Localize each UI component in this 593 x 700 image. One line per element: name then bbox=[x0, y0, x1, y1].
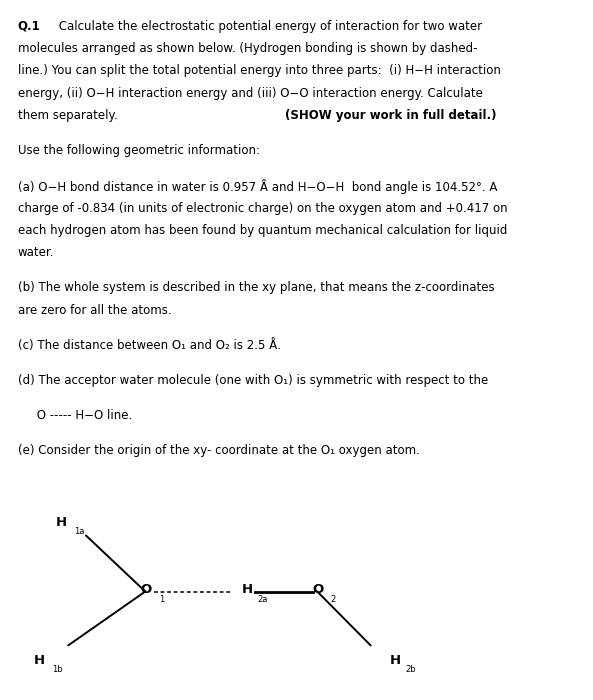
Text: O: O bbox=[313, 583, 324, 596]
Text: (e) Consider the origin of the xy- coordinate at the O₁ oxygen atom.: (e) Consider the origin of the xy- coord… bbox=[18, 444, 420, 457]
Text: are zero for all the atoms.: are zero for all the atoms. bbox=[18, 304, 171, 317]
Text: molecules arranged as shown below. (Hydrogen bonding is shown by dashed-: molecules arranged as shown below. (Hydr… bbox=[18, 42, 477, 55]
Text: water.: water. bbox=[18, 246, 55, 260]
Text: Use the following geometric information:: Use the following geometric information: bbox=[18, 144, 260, 158]
Text: 1a: 1a bbox=[74, 527, 84, 536]
Text: H: H bbox=[34, 654, 45, 667]
Text: (b) The whole system is described in the xy plane, that means the z-coordinates: (b) The whole system is described in the… bbox=[18, 281, 495, 295]
Text: 1b: 1b bbox=[52, 665, 63, 673]
Text: (d) The acceptor water molecule (one with O₁) is symmetric with respect to the: (d) The acceptor water molecule (one wit… bbox=[18, 374, 488, 387]
Text: 2: 2 bbox=[331, 596, 336, 604]
Text: 1: 1 bbox=[159, 596, 164, 604]
Text: H: H bbox=[390, 654, 401, 667]
Text: line.) You can split the total potential energy into three parts:  (i) H−H inter: line.) You can split the total potential… bbox=[18, 64, 500, 78]
Text: 2a: 2a bbox=[257, 596, 268, 604]
Text: Calculate the electrostatic potential energy of interaction for two water: Calculate the electrostatic potential en… bbox=[55, 20, 482, 33]
Text: H: H bbox=[242, 583, 253, 596]
Text: H: H bbox=[56, 517, 66, 529]
Text: charge of -0.834 (in units of electronic charge) on the oxygen atom and +0.417 o: charge of -0.834 (in units of electronic… bbox=[18, 202, 508, 215]
Text: them separately.: them separately. bbox=[18, 109, 117, 122]
Text: Q.1: Q.1 bbox=[18, 20, 40, 33]
Text: energy, (ii) O−H interaction energy and (iii) O−O interaction energy. Calculate: energy, (ii) O−H interaction energy and … bbox=[18, 87, 483, 100]
Text: 2b: 2b bbox=[406, 665, 416, 673]
Text: O: O bbox=[141, 583, 152, 596]
Text: (SHOW your work in full detail.): (SHOW your work in full detail.) bbox=[285, 109, 496, 122]
Text: (c) The distance between O₁ and O₂ is 2.5 Å.: (c) The distance between O₁ and O₂ is 2.… bbox=[18, 339, 281, 352]
Text: O ----- H−O line.: O ----- H−O line. bbox=[18, 409, 132, 422]
Text: (a) O−H bond distance in water is 0.957 Å and H−O−H  bond angle is 104.52°. A: (a) O−H bond distance in water is 0.957 … bbox=[18, 179, 497, 194]
Text: each hydrogen atom has been found by quantum mechanical calculation for liquid: each hydrogen atom has been found by qua… bbox=[18, 224, 507, 237]
